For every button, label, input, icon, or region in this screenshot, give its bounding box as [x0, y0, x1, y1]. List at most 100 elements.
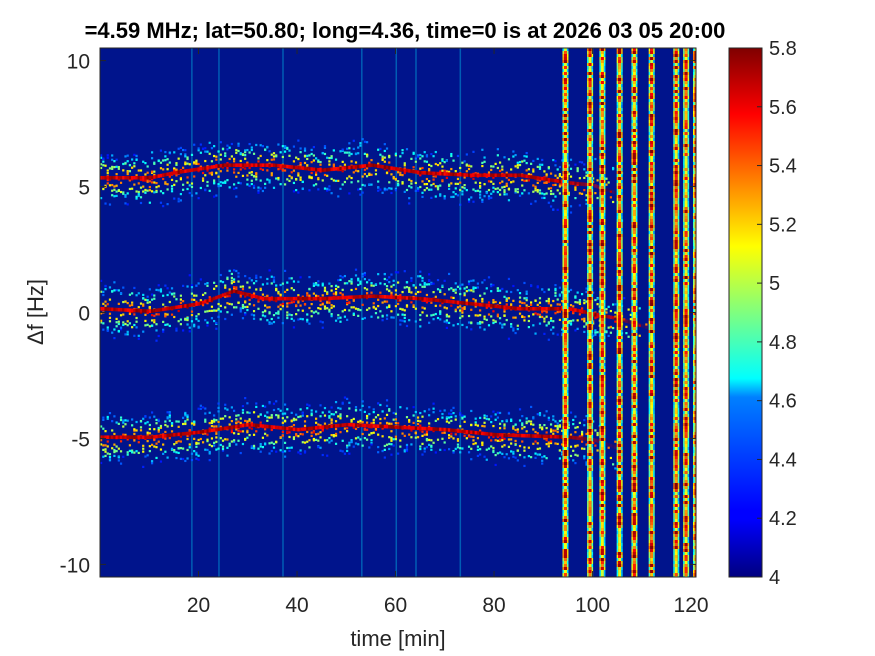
heatmap-cell: [170, 185, 174, 188]
trace-core: [541, 176, 544, 181]
trace-core: [208, 298, 212, 302]
heatmap-cell: [213, 418, 216, 421]
heatmap-cell: [441, 301, 444, 305]
column-cell: [591, 267, 594, 270]
heatmap-cell: [226, 144, 229, 147]
heatmap-cell: [425, 293, 429, 297]
column-cell: [588, 213, 592, 216]
heatmap-cell: [266, 159, 269, 162]
heatmap-cell: [168, 300, 171, 304]
heatmap-cell: [232, 439, 236, 442]
heatmap-cell: [476, 448, 480, 451]
heatmap-cell: [286, 178, 289, 181]
heatmap-cell: [408, 290, 411, 293]
heatmap-cell: [206, 433, 209, 436]
heatmap-cell: [308, 154, 311, 157]
heatmap-cell: [470, 424, 473, 427]
heatmap-cell: [354, 152, 358, 156]
heatmap-cell: [450, 415, 453, 419]
trace-core: [241, 423, 245, 428]
heatmap-cell: [487, 171, 491, 174]
column-cell: [587, 186, 589, 189]
heatmap-cell: [150, 170, 154, 173]
heatmap-cell: [381, 435, 384, 438]
heatmap-cell: [545, 311, 548, 314]
heatmap-cell: [290, 446, 293, 449]
trace-core: [100, 306, 103, 311]
heatmap-cell: [361, 400, 364, 403]
heatmap-cell: [638, 324, 641, 327]
heatmap-cell: [572, 319, 575, 322]
trace-core: [135, 308, 138, 313]
heatmap-cell: [428, 168, 431, 171]
heatmap-cell: [201, 171, 205, 175]
heatmap-cell: [288, 446, 291, 450]
heatmap-cell: [485, 287, 488, 290]
heatmap-cell: [503, 185, 506, 188]
trace-core: [106, 307, 110, 311]
heatmap-cell: [514, 456, 517, 459]
trace-core: [414, 296, 418, 301]
heatmap-cell: [113, 195, 116, 198]
column-cell: [588, 306, 592, 309]
heatmap-cell: [357, 443, 360, 446]
trace-core: [295, 165, 298, 170]
heatmap-cell: [585, 322, 588, 325]
heatmap-cell: [193, 298, 196, 301]
heatmap-cell: [549, 187, 553, 190]
heatmap-cell: [459, 188, 462, 192]
heatmap-cell: [279, 151, 282, 154]
trace-core: [221, 163, 225, 168]
heatmap-cell: [543, 170, 546, 173]
column-cell: [591, 243, 594, 246]
trace-core: [481, 173, 484, 178]
heatmap-cell: [239, 451, 242, 455]
heatmap-cell: [166, 313, 169, 316]
heatmap-cell: [410, 157, 413, 160]
heatmap-cell: [556, 422, 559, 425]
heatmap-cell: [594, 331, 597, 334]
trace-core: [403, 425, 407, 430]
column-cell: [562, 408, 564, 411]
column-cell: [562, 111, 564, 114]
column-cell: [563, 453, 567, 456]
heatmap-cell: [104, 300, 107, 303]
trace-core: [139, 308, 143, 313]
heatmap-cell: [199, 186, 202, 190]
column-cell: [563, 462, 567, 465]
heatmap-cell: [452, 451, 455, 454]
heatmap-cell: [365, 417, 369, 420]
heatmap-cell: [481, 200, 484, 203]
heatmap-cell: [549, 423, 553, 426]
heatmap-cell: [594, 429, 597, 432]
heatmap-cell: [155, 456, 158, 460]
heatmap-cell: [292, 419, 296, 422]
heatmap-cell: [337, 179, 340, 182]
heatmap-cell: [447, 187, 451, 190]
heatmap-cell: [381, 449, 384, 453]
column-cell: [566, 519, 569, 522]
heatmap-cell: [459, 292, 462, 296]
trace-core: [505, 433, 509, 437]
heatmap-cell: [301, 295, 304, 298]
heatmap-cell: [594, 192, 597, 195]
heatmap-cell: [299, 449, 302, 452]
heatmap-cell: [339, 291, 342, 295]
heatmap-cell: [292, 417, 296, 420]
column-cell: [587, 339, 589, 342]
heatmap-cell: [131, 418, 134, 421]
trace-core: [538, 306, 542, 311]
column-cell: [591, 372, 594, 375]
column-cell: [563, 402, 567, 405]
column-cell: [566, 435, 569, 438]
heatmap-cell: [498, 438, 502, 441]
heatmap-cell: [239, 295, 242, 298]
heatmap-cell: [467, 200, 471, 203]
heatmap-cell: [124, 333, 127, 336]
heatmap-cell: [206, 284, 209, 287]
heatmap-cell: [153, 428, 156, 431]
heatmap-cell: [419, 283, 422, 286]
heatmap-cell: [479, 294, 482, 297]
trace-core: [108, 175, 112, 180]
heatmap-cell: [614, 320, 617, 323]
